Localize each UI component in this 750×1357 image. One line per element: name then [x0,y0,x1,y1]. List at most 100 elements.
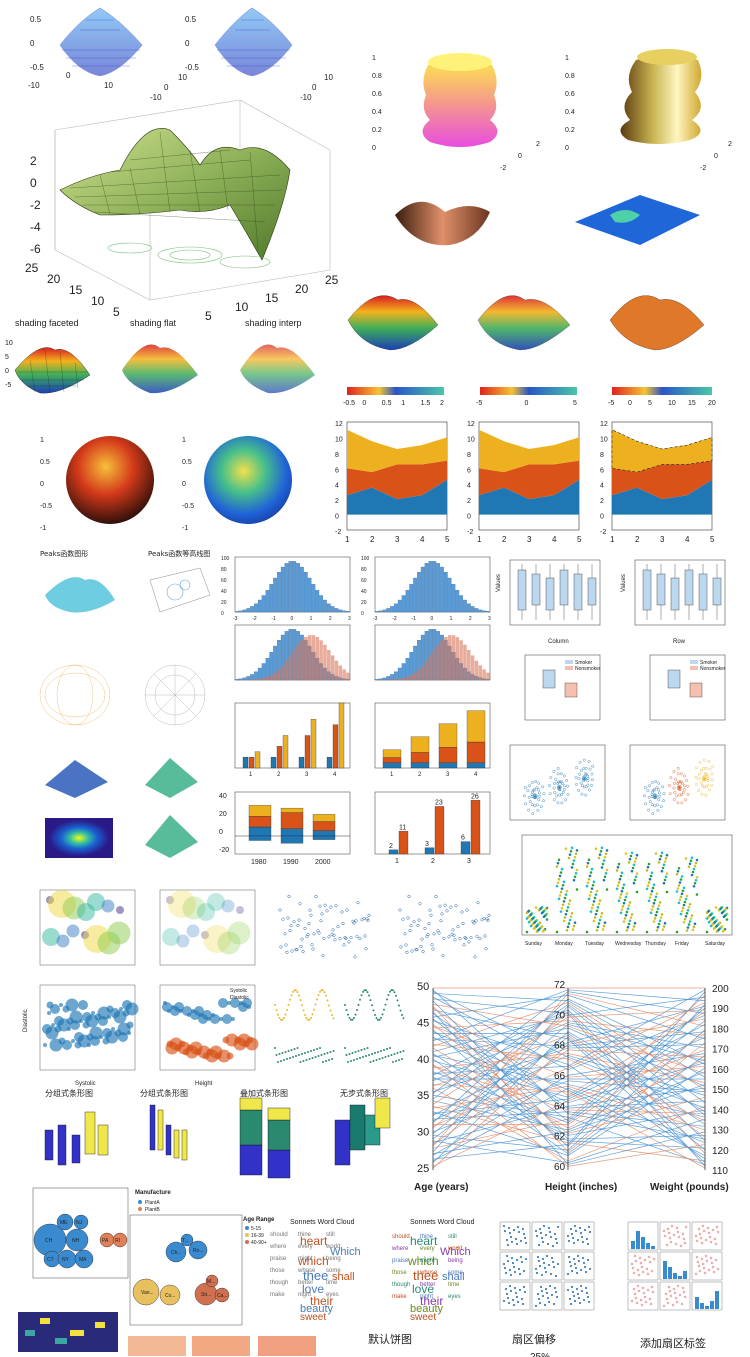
bar [410,752,430,763]
swarm-point [592,880,596,884]
scatter-point [632,1271,636,1275]
swarm-point [697,777,701,781]
swarm-point [654,794,658,798]
scatter-point [519,1273,521,1275]
swarm-point [647,808,651,812]
scatter-point [302,1060,305,1062]
bar [466,741,486,763]
weight-tick-label: 160 [712,1065,729,1076]
scatter-point [664,1292,668,1296]
weight-tick-label: 150 [712,1085,729,1096]
swarm-point [615,930,619,934]
swarm-point [691,928,695,932]
swarm-point [592,900,596,903]
panel-title: Peaks函数等高线图 [148,549,210,558]
scatter-point [652,1257,656,1261]
histogram-bar [386,608,391,613]
scatter-point [395,994,397,997]
scatter-point [326,1052,329,1054]
peaks-colorbars [347,387,712,395]
swarm-point [579,769,583,772]
y-tick-label: 20 [361,600,367,606]
legend-label: Nonsmoker [700,666,726,672]
swarm-point [652,883,656,887]
bubble [233,1037,247,1051]
scatter-point [371,1053,373,1055]
boxplots [509,559,726,821]
swarm-point [673,798,676,802]
scatter-point [401,917,405,921]
swarm-point [595,889,599,893]
bubble [162,928,180,946]
x-tick-label: 0 [714,153,718,160]
histogram-bar [334,608,339,613]
word: world [325,1244,340,1250]
box [517,569,527,611]
matrix-cell [531,1221,563,1251]
scatter-point [539,1302,541,1304]
swarm-point [617,881,621,884]
swarm-point [628,901,632,904]
bar [424,847,435,855]
word: eyes [448,1294,461,1300]
scatter-point [672,1233,676,1237]
swarm-point [617,862,621,866]
scatter-point [541,1290,543,1292]
swarm-point [590,784,593,787]
swarm-point [684,798,687,802]
swarm-point [575,888,579,891]
scatter-point [352,921,356,925]
scatter-point [524,1237,526,1239]
swarm-point [687,923,691,926]
word: whose [297,1268,316,1274]
swarm-point [596,925,600,929]
bubble [198,1014,208,1024]
histogram-bar [482,610,486,613]
histogram-bar [288,561,293,613]
swarm-point [725,918,729,921]
bubble [56,1213,74,1231]
swarm-point [720,911,724,915]
histogram-bar [710,1301,714,1309]
scatter-point [296,1047,299,1049]
bubble-label: Ca... [217,1293,228,1299]
scatter-point [675,1300,679,1304]
swarm-point [535,930,539,933]
scatter-point [551,1294,553,1296]
scatter-point [295,1055,297,1057]
swarm-point [684,857,688,860]
scatter-point [582,1257,584,1259]
scatter-point [552,1261,554,1263]
matrix-cell [563,1251,595,1281]
y-axis-label: Diastolic [23,1009,29,1032]
swarm-point [600,846,604,850]
scatter-point [445,909,449,913]
x-tick-label: 20 [295,282,309,296]
bubble [45,1026,59,1040]
word: sweet [300,1312,326,1323]
scatter-point [421,949,425,954]
histogram-bar [378,678,383,681]
swarm-point [649,893,653,896]
scatter-point [372,1009,375,1012]
swarm-point [625,892,629,895]
histogram-bar [269,584,274,613]
swarm-point [635,872,639,875]
swarm-point [563,784,566,788]
swarm-point [680,909,684,913]
swarm-point [596,906,600,909]
scatter-point [545,1271,547,1273]
scatter-point [298,902,302,906]
swarm-point [656,907,660,911]
swarm-point [555,865,559,868]
histogram-bar [242,609,247,613]
weight-tick-label: 120 [712,1146,729,1157]
scatter-point [665,1297,669,1301]
scatter-point [462,943,466,947]
scatter-point [515,1238,517,1240]
scatter-point [349,936,353,940]
scatter-point [293,1048,296,1050]
scatter-point [511,1257,513,1259]
scatter-point [443,903,447,907]
scatter-point [650,1269,654,1273]
